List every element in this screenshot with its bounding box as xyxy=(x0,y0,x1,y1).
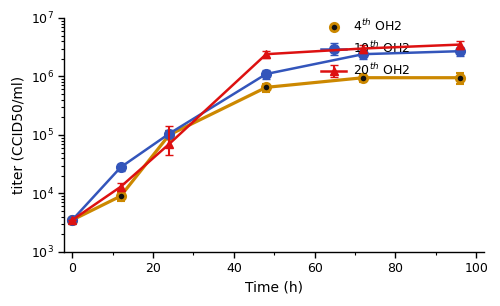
4th OH2 xyxy=(360,76,366,80)
4th OH2 xyxy=(69,218,75,222)
4th OH2 xyxy=(263,85,269,89)
Y-axis label: titer (CCID50/ml): titer (CCID50/ml) xyxy=(11,76,25,194)
Legend: 4$^{th}$ OH2, 10$^{th}$ OH2, 20$^{th}$ OH2: 4$^{th}$ OH2, 10$^{th}$ OH2, 20$^{th}$ O… xyxy=(316,13,414,84)
4th OH2 xyxy=(457,76,463,80)
Line: 4th OH2: 4th OH2 xyxy=(68,73,464,224)
4th OH2 xyxy=(166,133,172,137)
4th OH2 xyxy=(118,194,124,198)
X-axis label: Time (h): Time (h) xyxy=(246,281,304,295)
